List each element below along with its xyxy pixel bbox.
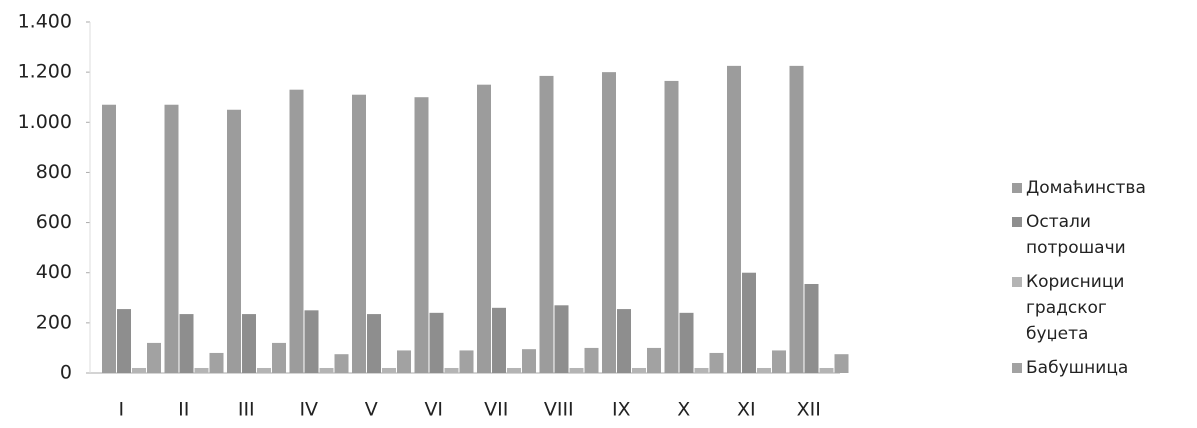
bar	[227, 109, 241, 373]
bar	[164, 104, 179, 373]
bar	[352, 94, 366, 373]
legend-label: Бабушница	[1026, 358, 1129, 378]
bar	[367, 314, 381, 373]
y-tick-label: 1.400	[18, 11, 72, 33]
bar	[772, 350, 786, 373]
bar	[819, 367, 834, 373]
x-tick-label: XI	[737, 399, 756, 421]
x-tick-label: IV	[299, 399, 318, 421]
legend-swatch	[1012, 183, 1022, 193]
legend-label: Корисници градског буџета	[1026, 272, 1125, 344]
bar	[147, 342, 161, 373]
x-tick-label: XII	[797, 399, 821, 421]
legend-label: Домаћинства	[1026, 178, 1146, 198]
bar	[334, 354, 349, 373]
bar	[319, 367, 334, 373]
bar	[569, 367, 584, 373]
legend-item: Остали потрошачи	[1012, 209, 1172, 261]
bar	[584, 347, 599, 373]
bar	[507, 367, 521, 373]
bar	[304, 310, 319, 373]
bar	[679, 312, 694, 373]
y-tick-label: 600	[36, 211, 72, 233]
bar	[492, 307, 506, 373]
x-tick-label: I	[118, 399, 124, 421]
y-tick-label: 1.200	[18, 61, 72, 83]
bar	[727, 65, 741, 373]
bar	[522, 349, 536, 373]
bar	[397, 350, 411, 373]
bar	[539, 75, 554, 374]
x-tick-label: IX	[612, 399, 631, 421]
y-tick-label: 200	[36, 311, 72, 333]
bar	[272, 342, 286, 373]
legend-item: Домаћинства	[1012, 175, 1172, 201]
bar	[194, 367, 209, 373]
bar	[117, 309, 131, 373]
bar	[789, 65, 804, 373]
bar	[757, 367, 771, 373]
bar	[602, 72, 616, 374]
x-tick-label: V	[365, 399, 378, 421]
bar	[632, 367, 646, 373]
bar	[209, 352, 224, 373]
bar	[664, 80, 679, 374]
bar	[477, 84, 491, 373]
bar	[102, 104, 116, 373]
bar	[647, 347, 661, 373]
bar	[257, 367, 271, 373]
x-tick-label: II	[178, 399, 189, 421]
legend-swatch	[1012, 217, 1022, 227]
bar	[554, 305, 569, 373]
bar	[709, 352, 724, 373]
legend: Домаћинства Остали потрошачи Корисници гра…	[1012, 175, 1172, 389]
legend-item: Бабушница	[1012, 355, 1172, 381]
bar	[132, 367, 146, 373]
x-tick-label: VII	[484, 399, 508, 421]
bar	[429, 312, 444, 373]
x-tick-label: VI	[424, 399, 443, 421]
bar	[617, 309, 631, 373]
bar	[179, 314, 194, 373]
bar	[742, 272, 756, 373]
x-tick-label: III	[238, 399, 255, 421]
legend-label: Остали потрошачи	[1026, 212, 1126, 258]
bar	[444, 367, 459, 373]
bar	[414, 97, 429, 373]
y-tick-label: 400	[36, 261, 72, 283]
y-tick-label: 0	[60, 362, 72, 384]
legend-item: Корисници градског буџета	[1012, 269, 1172, 347]
bar	[459, 350, 474, 373]
legend-swatch	[1012, 277, 1022, 287]
bar	[834, 354, 849, 373]
x-tick-label: VIII	[544, 399, 574, 421]
bar	[804, 283, 819, 373]
bar	[242, 314, 256, 373]
x-tick-label: X	[677, 399, 690, 421]
y-tick-label: 800	[36, 161, 72, 183]
bar	[289, 89, 304, 373]
y-tick-label: 1.000	[18, 111, 72, 133]
bar	[694, 367, 709, 373]
bar	[382, 367, 396, 373]
legend-swatch	[1012, 363, 1022, 373]
